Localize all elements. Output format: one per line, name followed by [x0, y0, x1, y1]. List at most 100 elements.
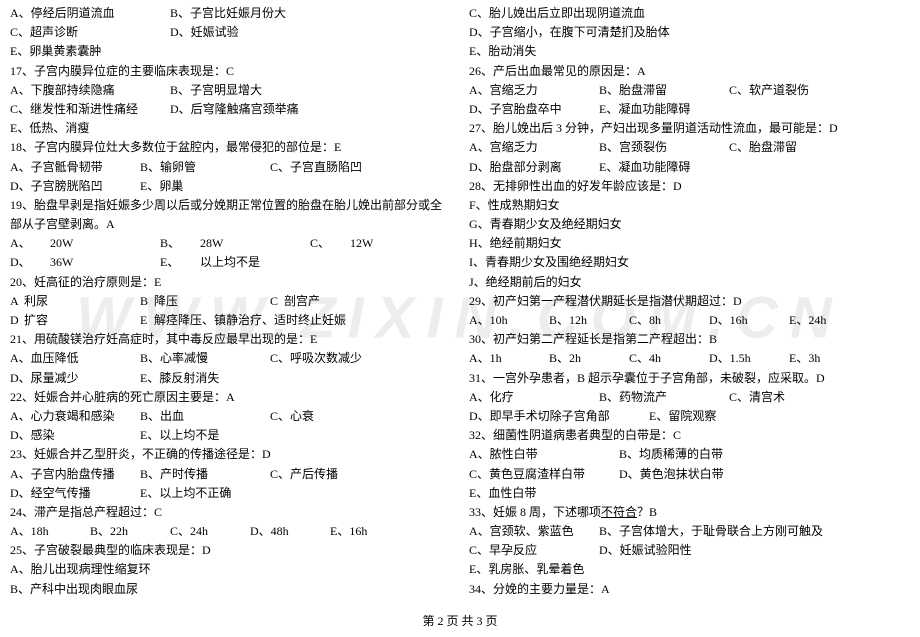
text-line: H、绝经前期妇女 — [469, 234, 910, 253]
text-seg: D、48h — [250, 522, 330, 541]
text-line: 17、子宫内膜异位症的主要临床表现是：C — [10, 62, 451, 81]
text-seg: C、24h — [170, 522, 250, 541]
text-seg: C、早孕反应 — [469, 541, 599, 560]
text-seg: 17、子宫内膜异位症的主要临床表现是：C — [10, 62, 234, 81]
text-line: I、青春期少女及围绝经期妇女 — [469, 253, 910, 272]
text-seg: E、卵巢 — [140, 177, 183, 196]
text-seg: G、青春期少女及绝经期妇女 — [469, 215, 622, 234]
text-seg: E、胎动消失 — [469, 42, 536, 61]
text-seg: J、 — [469, 273, 486, 292]
text-line: A、脓性白带B、均质稀薄的白带 — [469, 445, 910, 464]
text-line: A、子宫内胎盘传播B、产时传播C、产后传播 — [10, 465, 451, 484]
text-seg: 不符合 — [601, 503, 637, 522]
text-seg: D、感染 — [10, 426, 140, 445]
text-line: 23、妊娠合并乙型肝炎，不正确的传播途径是：D — [10, 445, 451, 464]
text-line: E、卵巢黄素囊肿 — [10, 42, 451, 61]
text-line: A、宫颈软、紫蓝色B、子宫体增大，于耻骨联合上方刚可触及 — [469, 522, 910, 541]
text-line: D、36WE、以上均不是 — [10, 253, 451, 272]
text-seg: 扩容 — [24, 311, 140, 330]
text-seg: B、 — [160, 234, 200, 253]
text-line: C、早孕反应D、妊娠试验阳性 — [469, 541, 910, 560]
text-seg: 26、产后出血最常见的原因是：A — [469, 62, 646, 81]
text-seg: A、宫缩乏力 — [469, 138, 599, 157]
text-line: C、黄色豆腐渣样白带D、黄色泡抹状白带 — [469, 465, 910, 484]
text-seg: E、 — [160, 253, 200, 272]
text-seg: 解痉降压、镇静治疗、适时终止妊娠 — [154, 311, 346, 330]
text-line: D、胎盘部分剥离E、凝血功能障碍 — [469, 158, 910, 177]
text-seg: B、均质稀薄的白带 — [619, 445, 723, 464]
text-seg: B、22h — [90, 522, 170, 541]
text-seg: E — [140, 311, 154, 330]
text-line: 32、细菌性阴道病患者典型的白带是：C — [469, 426, 910, 445]
text-line: F、性成熟期妇女 — [469, 196, 910, 215]
text-seg: C、胎儿娩出后立即出现阴道流血 — [469, 4, 645, 23]
text-line: E、血性白带 — [469, 484, 910, 503]
text-seg: E、卵巢黄素囊肿 — [10, 42, 101, 61]
text-seg: B、2h — [549, 349, 629, 368]
text-seg: 21、用硫酸镁治疗妊高症时，其中毒反应最早出现的是：E — [10, 330, 317, 349]
text-seg: B、药物流产 — [599, 388, 729, 407]
text-line: 18、子宫内膜异位灶大多数位于盆腔内，最常侵犯的部位是：E — [10, 138, 451, 157]
text-seg: ？B — [637, 503, 657, 522]
text-line: 29、初产妇第一产程潜伏期延长是指潜伏期超过：D — [469, 292, 910, 311]
text-line: D、子宫缩小，在腹下可清楚扪及胎体 — [469, 23, 910, 42]
text-seg: D、16h — [709, 311, 789, 330]
text-seg: D、尿量减少 — [10, 369, 140, 388]
text-seg: I、 — [469, 253, 485, 272]
text-line: A、下腹部持续隐痛B、子宫明显增大 — [10, 81, 451, 100]
text-seg: 31、一宫外孕患者，B 超示孕囊位于子宫角部，未破裂，应采取。D — [469, 369, 825, 388]
text-seg: A、停经后阴道流血 — [10, 4, 170, 23]
text-line: 20、妊高征的治疗原则是：E — [10, 273, 451, 292]
text-seg: D、 — [10, 253, 50, 272]
text-seg: E、以上均不是 — [140, 426, 219, 445]
text-seg: 28、无排卵性出血的好发年龄应该是：D — [469, 177, 682, 196]
text-line: A、血压降低B、心率减慢C、呼吸次数减少 — [10, 349, 451, 368]
text-seg: A、10h — [469, 311, 549, 330]
text-line: G、青春期少女及绝经期妇女 — [469, 215, 910, 234]
text-seg: D、1.5h — [709, 349, 789, 368]
text-seg: 30、初产妇第二产程延长是指第二产程超出：B — [469, 330, 717, 349]
text-seg: 青春期少女及围绝经期妇女 — [485, 253, 629, 272]
text-seg: D、子宫胎盘卒中 — [469, 100, 599, 119]
text-line: 24、滞产是指总产程超过：C — [10, 503, 451, 522]
text-line: D、子宫胎盘卒中E、凝血功能障碍 — [469, 100, 910, 119]
text-seg: 25、子宫破裂最典型的临床表现是：D — [10, 541, 211, 560]
text-seg: C — [270, 292, 284, 311]
text-seg: 27、胎儿娩出后 3 分钟，产妇出现多量阴道活动性流血，最可能是：D — [469, 119, 838, 138]
text-seg: A、血压降低 — [10, 349, 140, 368]
text-line: 33、妊娠 8 周，下述哪项不符合？B — [469, 503, 910, 522]
text-seg: E、16h — [330, 522, 367, 541]
text-seg: 12W — [350, 234, 373, 253]
text-seg: E、以上均不正确 — [140, 484, 231, 503]
text-seg: A、心力衰竭和感染 — [10, 407, 140, 426]
text-line: D、子宫膀胱陷凹E、卵巢 — [10, 177, 451, 196]
text-line: 28、无排卵性出血的好发年龄应该是：D — [469, 177, 910, 196]
text-line: 22、妊娠合并心脏病的死亡原因主要是：A — [10, 388, 451, 407]
text-seg: 20W — [50, 234, 160, 253]
text-line: B、产科中出现肉眼血尿 — [10, 580, 451, 599]
text-line: A、20WB、28WC、12W — [10, 234, 451, 253]
text-seg: B、子宫体增大，于耻骨联合上方刚可触及 — [599, 522, 823, 541]
text-line: J、绝经期前后的妇女 — [469, 273, 910, 292]
text-seg: A、化疗 — [469, 388, 599, 407]
text-line: D、经空气传播E、以上均不正确 — [10, 484, 451, 503]
text-seg: A、18h — [10, 522, 90, 541]
text-line: D、感染E、以上均不是 — [10, 426, 451, 445]
text-seg: 22、妊娠合并心脏病的死亡原因主要是：A — [10, 388, 235, 407]
text-seg: D — [10, 311, 24, 330]
text-seg: 36W — [50, 253, 160, 272]
text-line: E、乳房胀、乳晕着色 — [469, 560, 910, 579]
text-line: 27、胎儿娩出后 3 分钟，产妇出现多量阴道活动性流血，最可能是：D — [469, 119, 910, 138]
text-seg: D、即早手术切除子宫角部 — [469, 407, 649, 426]
text-seg: B、胎盘滞留 — [599, 81, 729, 100]
text-line: A、1hB、2hC、4hD、1.5hE、3h — [469, 349, 910, 368]
text-seg: E、乳房胀、乳晕着色 — [469, 560, 584, 579]
text-line: A、10hB、12hC、8hD、16hE、24h — [469, 311, 910, 330]
text-seg: D、经空气传播 — [10, 484, 140, 503]
text-line: D、即早手术切除子宫角部E、留院观察 — [469, 407, 910, 426]
text-seg: D、后穹隆触痛宫颈举痛 — [170, 100, 299, 119]
text-seg: C、8h — [629, 311, 709, 330]
text-seg: 部从子宫壁剥离。A — [10, 215, 115, 234]
text-seg: C、黄色豆腐渣样白带 — [469, 465, 619, 484]
text-seg: D、胎盘部分剥离 — [469, 158, 599, 177]
